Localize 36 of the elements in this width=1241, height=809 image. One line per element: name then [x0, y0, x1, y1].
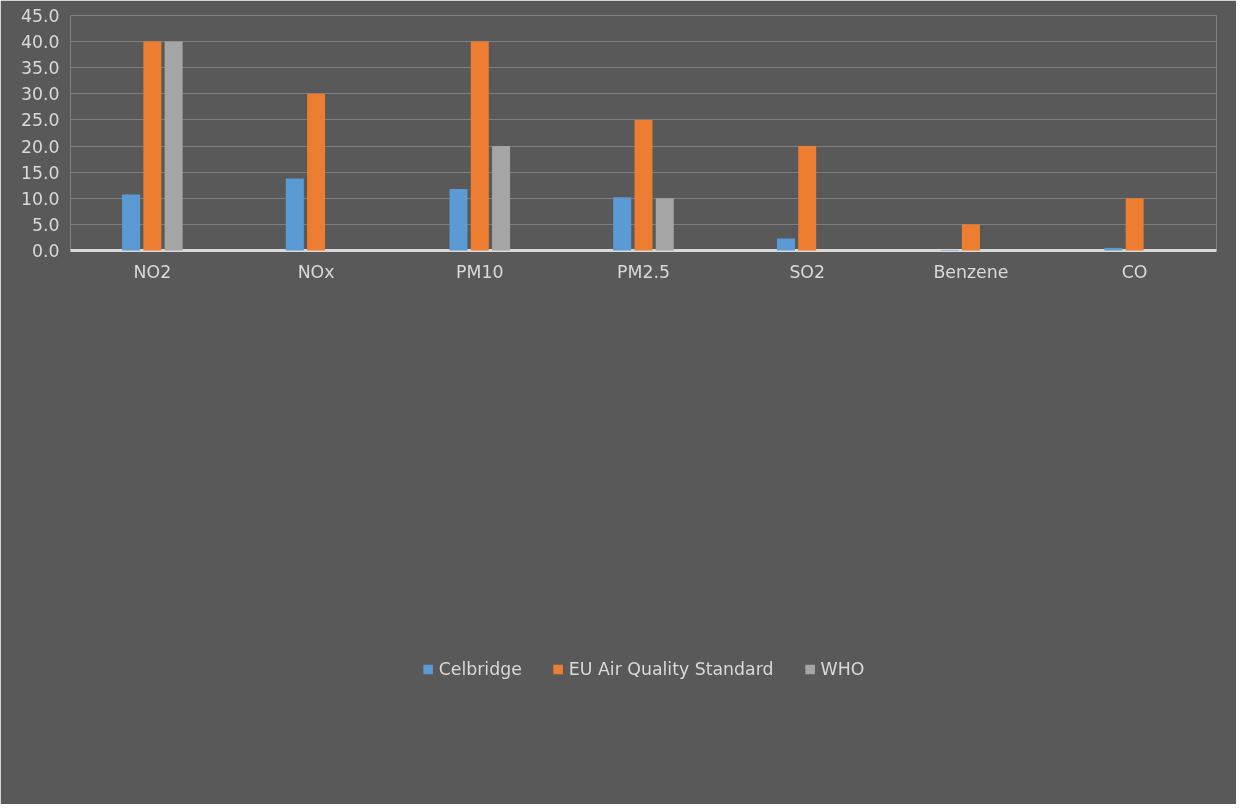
y-tick-label: 25.0: [20, 110, 60, 131]
x-tick-label: SO2: [789, 261, 826, 282]
bar: [307, 93, 326, 251]
y-tick-label: 30.0: [20, 84, 60, 105]
bar: [449, 188, 468, 251]
x-tick-label: NO2: [133, 261, 172, 282]
legend-label: WHO: [820, 659, 865, 679]
bar: [164, 41, 183, 251]
x-tick-label: NOx: [297, 261, 335, 282]
y-tick-label: 10.0: [20, 188, 60, 209]
y-tick-label: 15.0: [20, 162, 60, 183]
y-tick-label: 20.0: [20, 136, 60, 157]
bar: [1104, 247, 1123, 251]
x-tick-label: CO: [1121, 261, 1148, 282]
bar: [655, 198, 674, 251]
y-tick-label: 5.0: [31, 214, 60, 235]
bar: [470, 41, 489, 251]
x-tick-label: PM10: [456, 261, 504, 282]
legend-label: Celbridge: [438, 659, 522, 679]
bar: [634, 119, 653, 251]
y-tick-label: 45.0: [20, 6, 60, 26]
bar: [613, 197, 632, 251]
legend-label: EU Air Quality Standard: [568, 659, 774, 679]
bar: [122, 194, 141, 251]
x-tick-label: Benzene: [933, 261, 1009, 282]
bar: [143, 41, 162, 251]
bar: [776, 238, 795, 251]
y-tick-label: 35.0: [20, 58, 60, 79]
bar: [285, 178, 304, 251]
x-tick-label: PM2.5: [617, 261, 670, 282]
bar: [961, 224, 980, 251]
y-tick-label: 40.0: [20, 32, 60, 53]
bar: [1125, 198, 1144, 251]
y-tick-label: 0.0: [31, 241, 60, 261]
bar: [798, 146, 817, 251]
bar: [492, 146, 511, 251]
